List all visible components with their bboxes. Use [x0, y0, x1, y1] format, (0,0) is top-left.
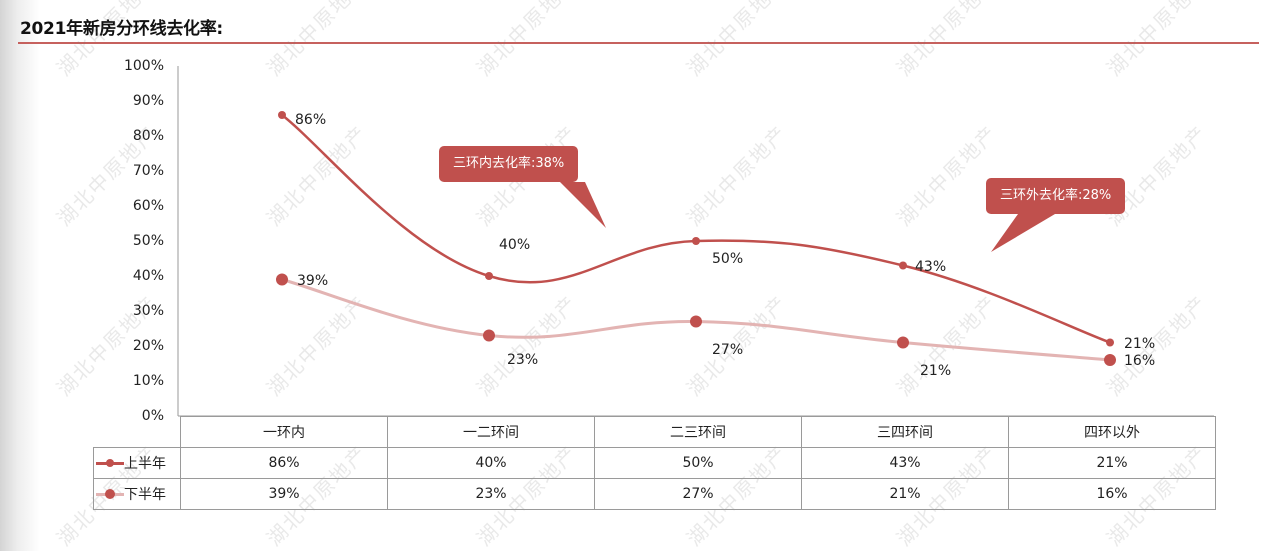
data-point-marker: [690, 315, 702, 328]
callout-inner-ring-rate: 三环内去化率:38%: [439, 146, 579, 182]
column-header: 四环以外: [1008, 416, 1216, 448]
y-tick-label: 80%: [132, 128, 164, 144]
data-point-marker: [1106, 338, 1114, 347]
table-cell: 21%: [1008, 447, 1216, 479]
data-point-marker: [276, 273, 288, 286]
callout-tail: [560, 182, 606, 228]
column-header: 一二环间: [387, 416, 595, 448]
table-header-row: 一环内 一二环间 二三环间 三四环间 四环以外: [93, 416, 1216, 448]
table-cell: 39%: [180, 478, 388, 510]
table-cell: 86%: [180, 447, 388, 479]
y-tick-label: 30%: [132, 303, 164, 319]
data-point-marker: [483, 329, 495, 342]
data-label: 27%: [712, 342, 744, 358]
y-tick-label: 20%: [132, 338, 164, 354]
data-label: 16%: [1124, 353, 1156, 369]
column-header: 一环内: [180, 416, 388, 448]
table-cell: 40%: [387, 447, 595, 479]
y-tick-label: 100%: [123, 58, 164, 74]
data-label: 50%: [712, 251, 744, 267]
y-tick-label: 60%: [132, 198, 164, 214]
y-tick-label: 10%: [132, 373, 164, 389]
legend-label: 下半年: [124, 487, 166, 503]
table-cell: 16%: [1008, 478, 1216, 510]
table-cell: 50%: [594, 447, 802, 479]
callout-outer-ring-rate: 三环外去化率:28%: [986, 178, 1126, 214]
table-cell: 21%: [801, 478, 1009, 510]
y-tick-label: 90%: [132, 93, 164, 109]
data-point-marker: [692, 237, 700, 245]
table-row: 上半年 86% 40% 50% 43% 21%: [93, 447, 1216, 479]
y-tick-label: 40%: [132, 268, 164, 284]
column-header: 二三环间: [594, 416, 802, 448]
title-divider: [18, 42, 1259, 44]
data-point-marker: [485, 272, 493, 280]
data-point-marker: [278, 111, 286, 119]
data-point-marker: [899, 261, 907, 270]
data-point-marker: [897, 336, 909, 349]
series-markers-second-half: [276, 273, 1116, 366]
callout-tail: [991, 214, 1055, 252]
column-header: 三四环间: [801, 416, 1009, 448]
data-label: 21%: [1124, 336, 1156, 352]
legend-entry-second-half: 下半年: [93, 478, 181, 510]
legend-entry-first-half: 上半年: [93, 447, 181, 479]
table-cell: 27%: [594, 478, 802, 510]
series-line-first-half: [281, 114, 1111, 344]
data-label: 21%: [920, 363, 952, 379]
line-marker-icon: [96, 488, 124, 500]
legend-label: 上半年: [124, 456, 166, 472]
data-label: 39%: [297, 273, 329, 289]
line-marker-icon: [96, 457, 124, 469]
chart-title: 2021年新房分环线去化率:: [20, 19, 223, 39]
data-label: 86%: [295, 112, 327, 128]
table-corner: [93, 416, 181, 448]
data-label: 43%: [915, 259, 947, 275]
table-cell: 43%: [801, 447, 1009, 479]
data-point-marker: [1104, 354, 1116, 366]
data-table: 一环内 一二环间 二三环间 三四环间 四环以外 上半年 86% 40% 50% …: [93, 416, 1216, 510]
table-cell: 23%: [387, 478, 595, 510]
data-label: 23%: [507, 352, 539, 368]
y-tick-label: 50%: [132, 233, 164, 249]
data-label: 40%: [499, 237, 531, 253]
series-markers-first-half: [278, 111, 1114, 347]
table-row: 下半年 39% 23% 27% 21% 16%: [93, 478, 1216, 510]
y-tick-label: 70%: [132, 163, 164, 179]
